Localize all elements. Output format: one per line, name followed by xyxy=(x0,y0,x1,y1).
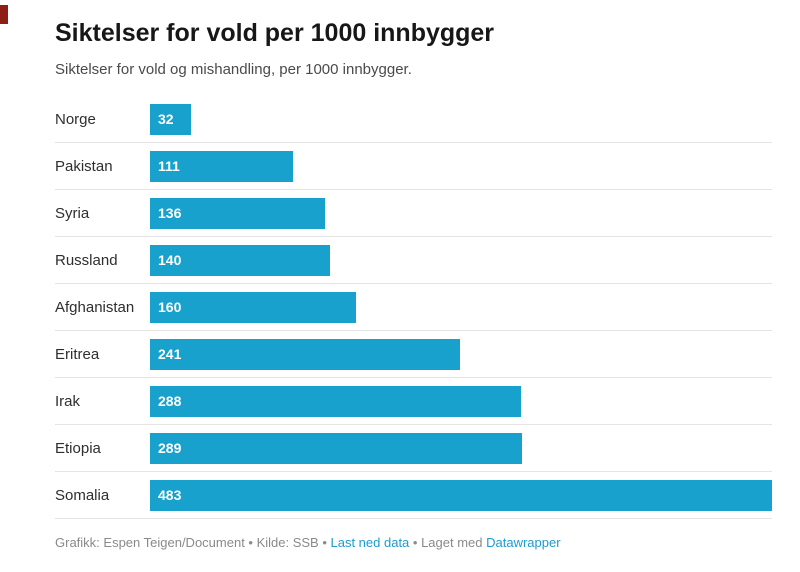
category-label: Irak xyxy=(55,392,81,410)
bar: 160 xyxy=(150,291,357,323)
bar: 483 xyxy=(150,479,772,511)
bar: 288 xyxy=(150,385,521,417)
chart-footer: Grafikk: Espen Teigen/Document • Kilde: … xyxy=(55,535,772,552)
chart-row: Russland 140 xyxy=(55,237,772,284)
bar-value-label: 241 xyxy=(158,346,182,362)
bar-chart: Norge 32 Pakistan 111 Syria 136 Russland 140 Afg… xyxy=(55,96,772,519)
bar: 241 xyxy=(150,338,461,370)
category-label: Eritrea xyxy=(55,345,100,363)
category-label: Pakistan xyxy=(55,157,113,175)
chart-row: Pakistan 111 xyxy=(55,143,772,190)
datawrapper-link[interactable]: Datawrapper xyxy=(486,534,561,550)
bar-track: 289 xyxy=(150,432,772,464)
chart-row: Norge 32 xyxy=(55,96,772,143)
category-label: Somalia xyxy=(55,486,110,504)
chart-row: Somalia 483 xyxy=(55,472,772,519)
chart-row: Afghanistan 160 xyxy=(55,284,772,331)
bar-value-label: 140 xyxy=(158,252,182,268)
bar-track: 160 xyxy=(150,291,772,323)
chart-title: Siktelser for vold per 1000 innbygger xyxy=(55,19,495,47)
download-data-link[interactable]: Last ned data xyxy=(330,534,410,550)
bar-track: 140 xyxy=(150,244,772,276)
bar-value-label: 483 xyxy=(158,487,182,503)
edge-artifact xyxy=(0,5,8,24)
footer-made-with: • Laget med xyxy=(409,534,487,550)
category-label: Afghanistan xyxy=(55,298,135,316)
bar-track: 483 xyxy=(150,479,772,511)
bar-track: 111 xyxy=(150,150,772,182)
bar-value-label: 289 xyxy=(158,440,182,456)
footer-credit: Grafikk: Espen Teigen/Document • Kilde: … xyxy=(55,534,331,550)
bar-track: 136 xyxy=(150,197,772,229)
bar: 136 xyxy=(150,197,326,229)
category-label: Norge xyxy=(55,110,96,128)
chart-row: Etiopia 289 xyxy=(55,425,772,472)
chart-row: Syria 136 xyxy=(55,190,772,237)
chart-row: Irak 288 xyxy=(55,378,772,425)
bar: 140 xyxy=(150,244,331,276)
bar-value-label: 32 xyxy=(158,111,174,127)
bar-track: 288 xyxy=(150,385,772,417)
category-label: Russland xyxy=(55,251,118,269)
category-label: Etiopia xyxy=(55,439,101,457)
bar: 111 xyxy=(150,150,293,182)
chart-row: Eritrea 241 xyxy=(55,331,772,378)
chart-rows: Norge 32 Pakistan 111 Syria 136 Russland 140 Afg… xyxy=(55,96,772,519)
bar: 289 xyxy=(150,432,523,464)
bar-track: 241 xyxy=(150,338,772,370)
bar-value-label: 160 xyxy=(158,299,182,315)
bar: 32 xyxy=(150,103,192,135)
chart-subtitle: Siktelser for vold og mishandling, per 1… xyxy=(55,61,412,78)
category-label: Syria xyxy=(55,204,90,222)
bar-value-label: 288 xyxy=(158,393,182,409)
bar-value-label: 136 xyxy=(158,205,182,221)
bar-value-label: 111 xyxy=(158,158,180,174)
bar-track: 32 xyxy=(150,103,772,135)
